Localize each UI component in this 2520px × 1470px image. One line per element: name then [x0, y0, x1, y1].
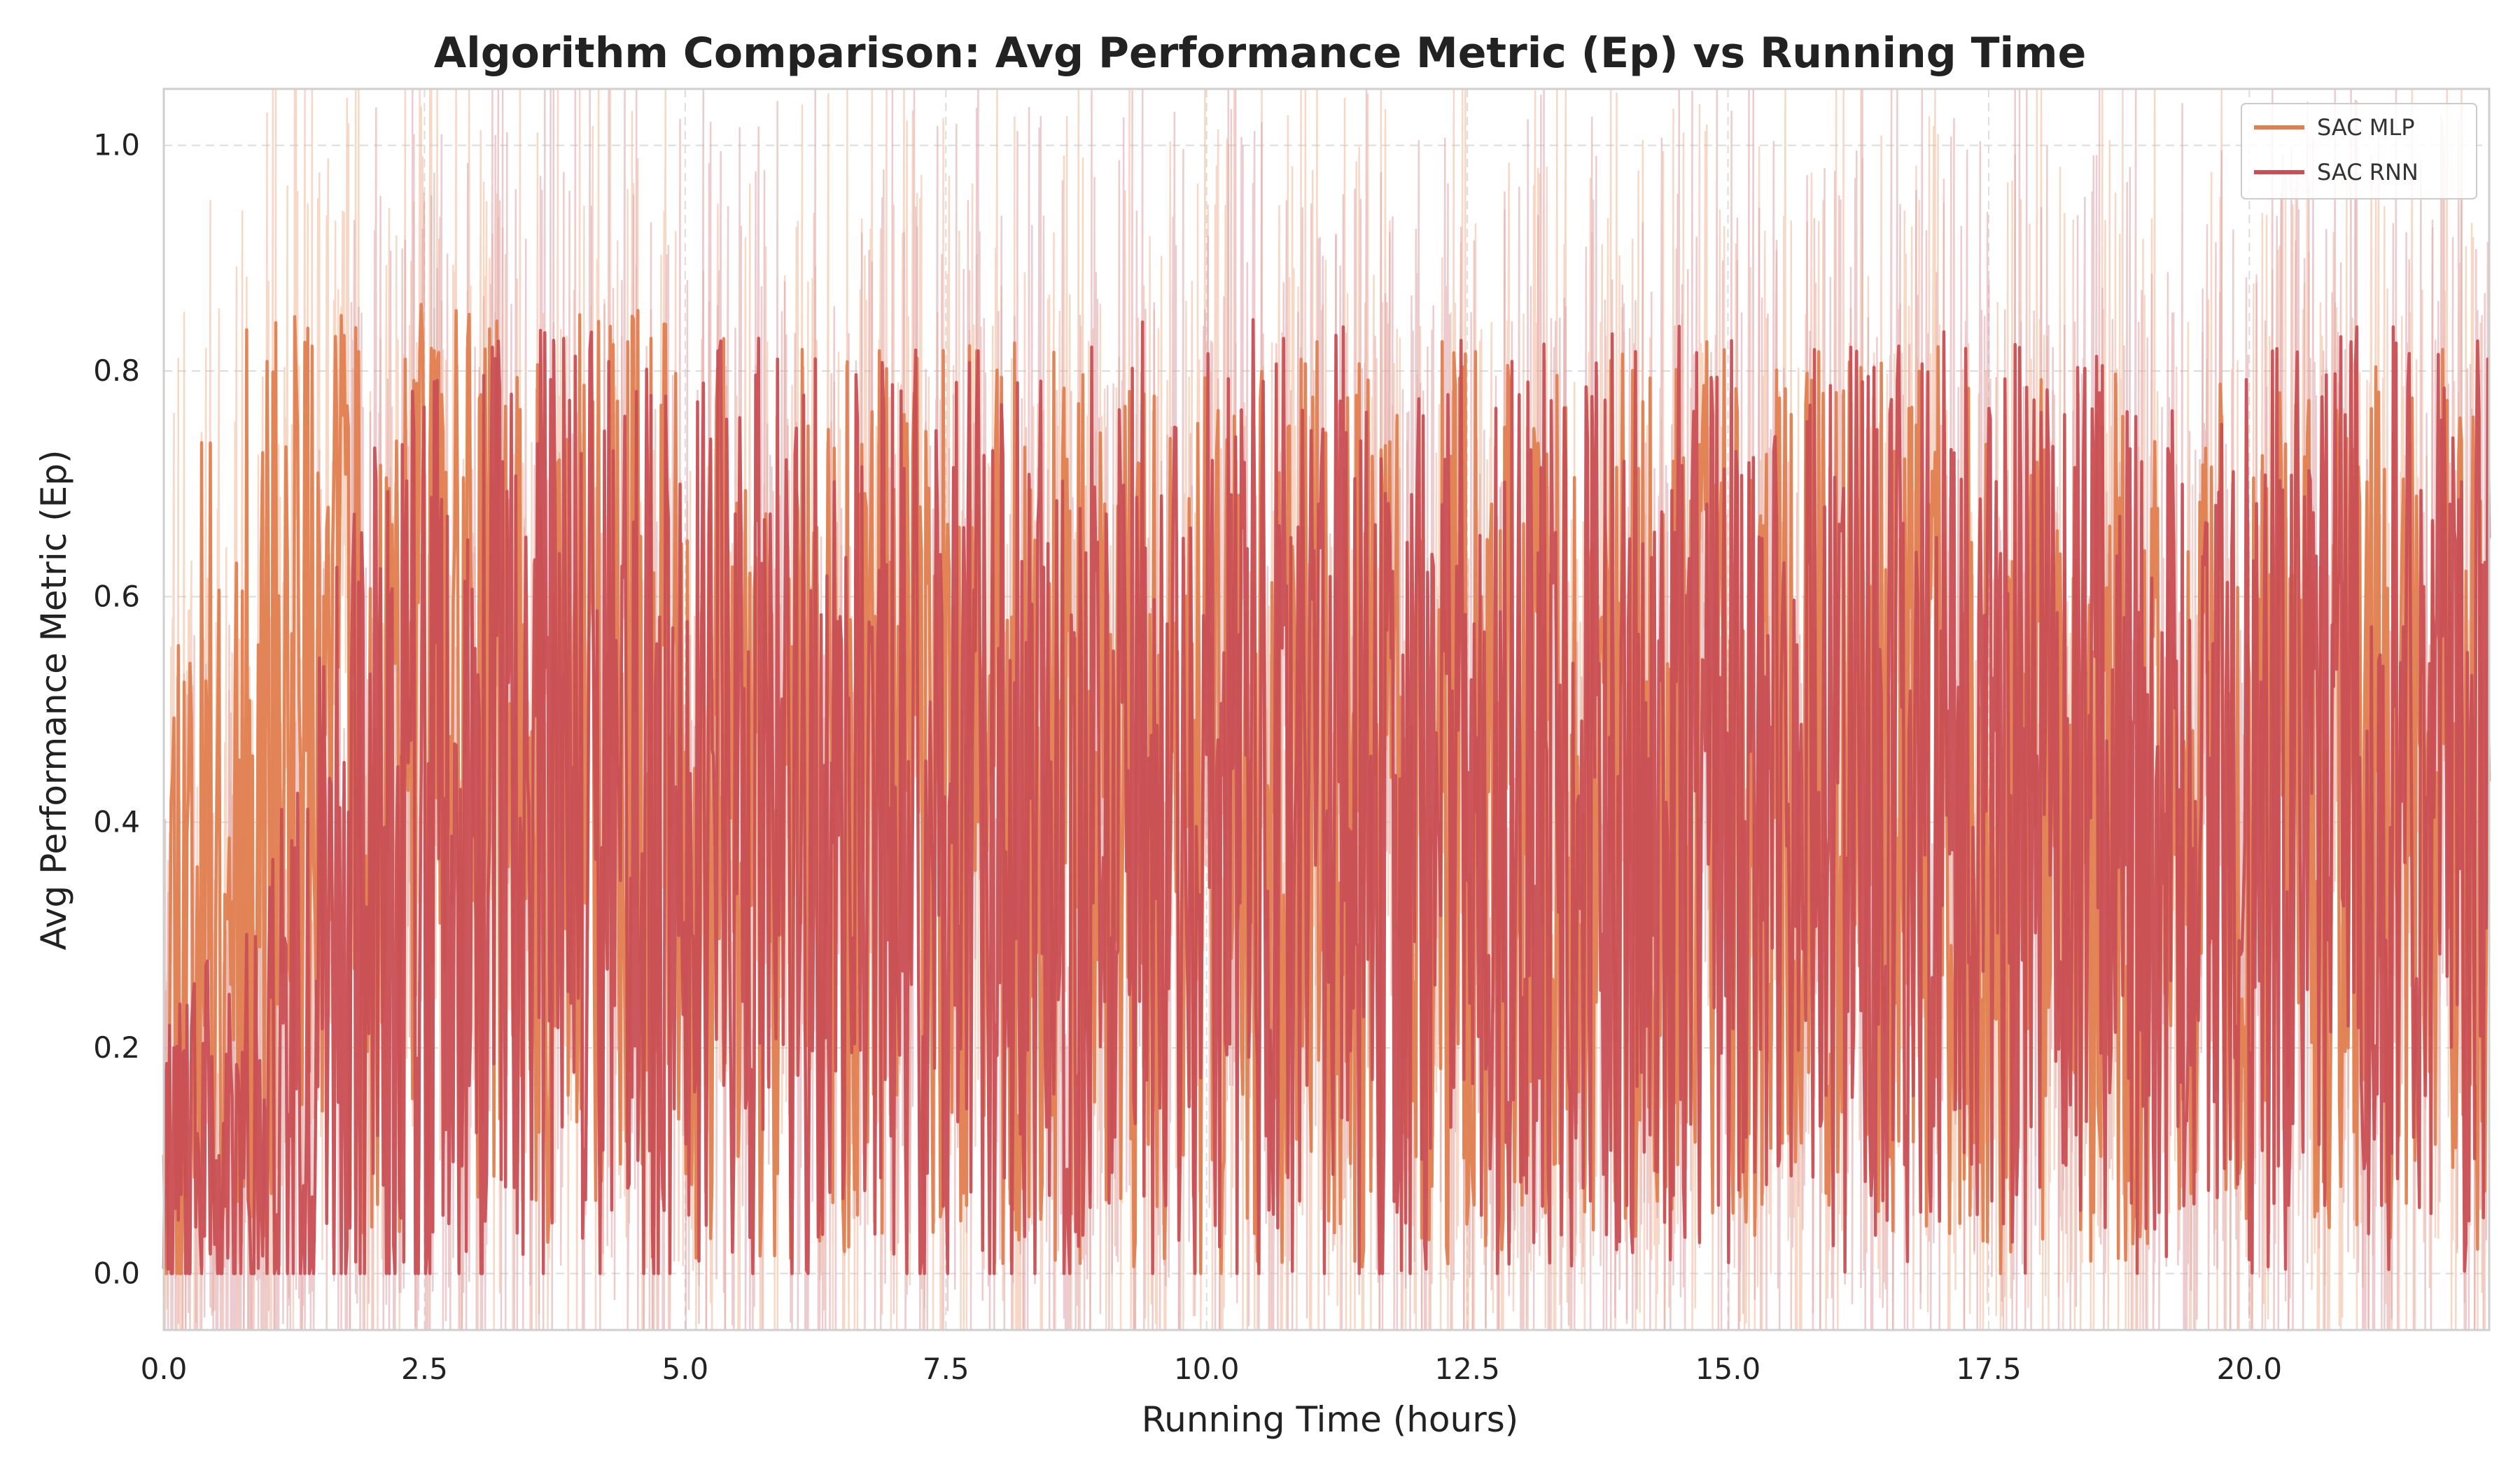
plot-frame [162, 88, 2491, 1331]
y-tick-label: 1.0 [93, 128, 140, 162]
x-tick-label: 12.5 [1434, 1352, 1500, 1386]
x-tick-label: 7.5 [923, 1352, 969, 1386]
x-tick-label: 15.0 [1695, 1352, 1761, 1386]
series-lines [162, 302, 2491, 1275]
legend-label: SAC RNN [2317, 159, 2418, 186]
x-axis-label: Running Time (hours) [1142, 1399, 1519, 1440]
x-tick-label: 10.0 [1174, 1352, 1240, 1386]
x-tick-label: 20.0 [2217, 1352, 2283, 1386]
series-line [162, 318, 2491, 1275]
y-tick-label: 0.6 [93, 579, 140, 613]
chart-title: Algorithm Comparison: Avg Performance Me… [434, 29, 2087, 78]
x-tick-label: 2.5 [401, 1352, 448, 1386]
y-tick-label: 0.0 [93, 1256, 140, 1290]
y-tick-label: 0.2 [93, 1030, 140, 1065]
y-axis-ticks: 0.0 0.2 0.4 0.6 0.8 1.0 [93, 128, 140, 1291]
y-axis-label: Avg Performance Metric (Ep) [34, 450, 74, 951]
legend-label: SAC MLP [2317, 114, 2414, 141]
y-tick-label: 0.8 [93, 354, 140, 388]
legend: SAC MLP SAC RNN [2241, 103, 2477, 200]
y-tick-label: 0.4 [93, 805, 140, 839]
x-tick-label: 5.0 [662, 1352, 708, 1386]
x-tick-label: 0.0 [141, 1352, 188, 1386]
x-tick-label: 17.5 [1956, 1352, 2022, 1386]
x-axis-ticks: 0.0 2.5 5.0 7.5 10.0 12.5 15.0 17.5 20.0 [141, 1352, 2283, 1386]
